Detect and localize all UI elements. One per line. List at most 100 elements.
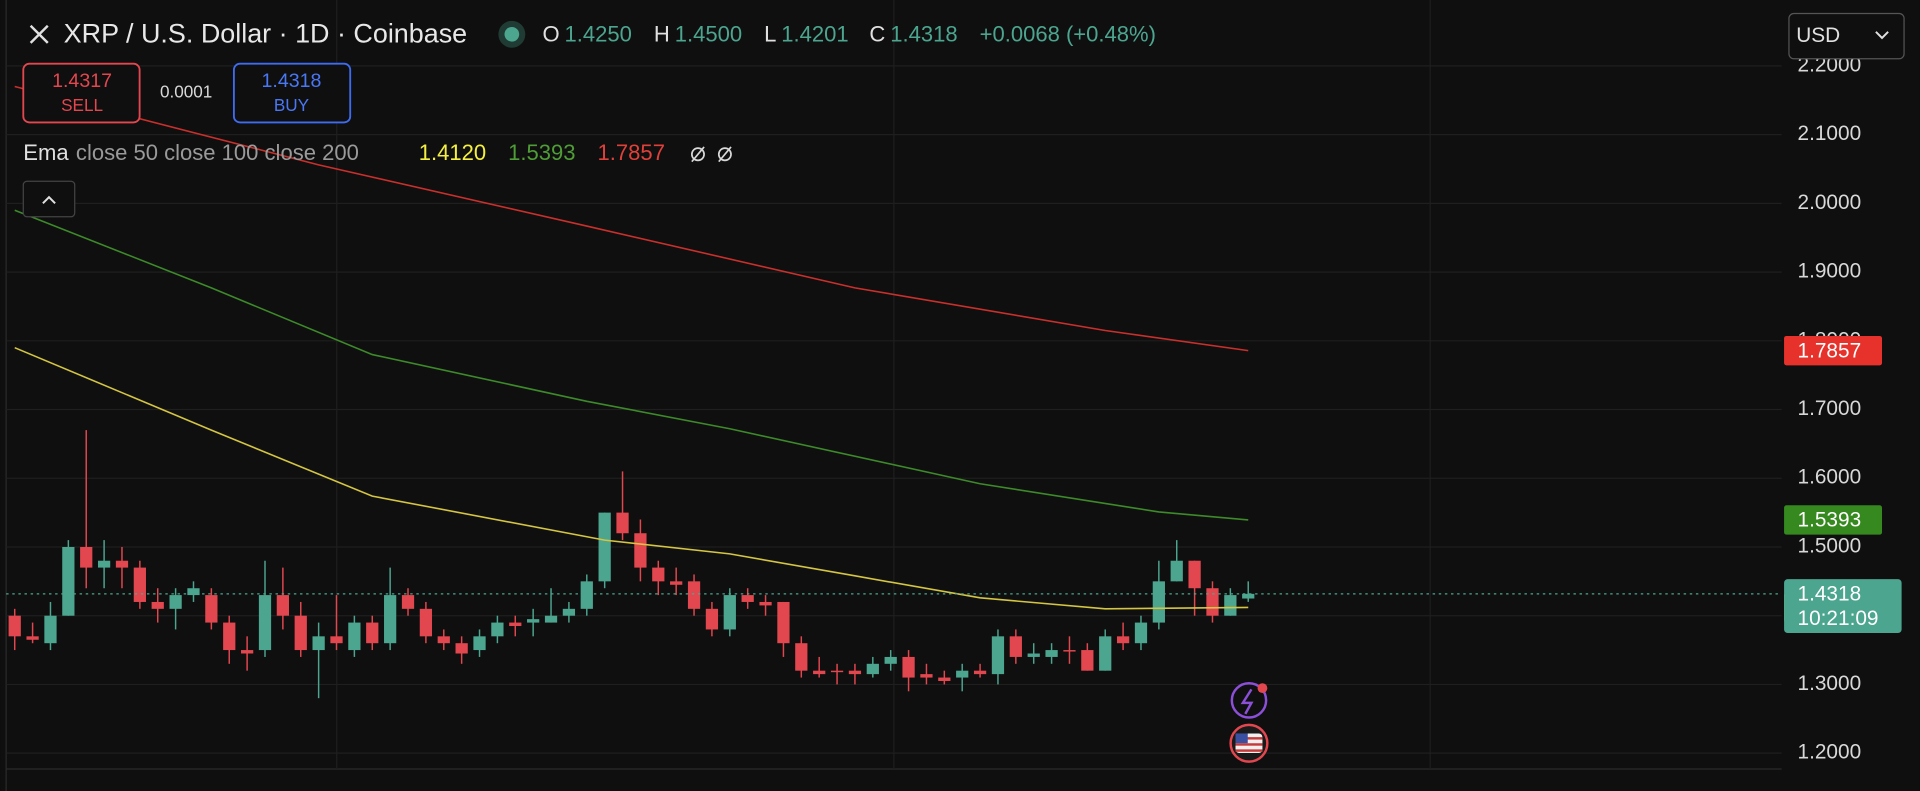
candle-body xyxy=(902,656,915,678)
candle-body xyxy=(652,567,665,582)
candle-body xyxy=(1116,636,1130,644)
candle-body xyxy=(401,595,415,609)
candle-body xyxy=(491,622,504,637)
candle-body xyxy=(26,636,39,640)
indicator-name: Ema xyxy=(23,140,69,165)
candle-body xyxy=(795,643,808,671)
assistant-ring xyxy=(1230,682,1268,719)
candle-body xyxy=(973,670,987,675)
currency-box xyxy=(1788,12,1905,60)
legend-value: 1.4120 xyxy=(419,140,486,165)
flag-stripe xyxy=(1235,749,1263,752)
assistant-icon[interactable] xyxy=(1230,682,1268,719)
candle-body xyxy=(866,663,879,675)
candle-body xyxy=(813,670,826,675)
ohlc-value: 1.4250 xyxy=(564,21,631,46)
candle-body xyxy=(509,622,522,627)
y-tick-label: 2.1000 xyxy=(1798,122,1862,145)
candle-body xyxy=(80,546,93,568)
candle-body xyxy=(151,601,164,609)
collapse-button[interactable] xyxy=(22,180,76,218)
ohlc-key: L xyxy=(764,21,776,46)
candle-body xyxy=(777,601,790,644)
y-tick-label: 1.6000 xyxy=(1798,466,1862,489)
currency-select[interactable]: USD xyxy=(1788,12,1905,60)
candle-body xyxy=(330,636,343,644)
candle-body xyxy=(1188,560,1201,589)
candle-body xyxy=(455,643,468,654)
candle-body xyxy=(991,636,1005,675)
spread: 0.0001 xyxy=(160,82,212,102)
na-slash xyxy=(718,146,732,163)
candle-body xyxy=(1063,650,1076,652)
flag-canton xyxy=(1235,733,1248,744)
legend-value: 1.5393 xyxy=(508,140,575,165)
ohlc-key: H xyxy=(654,21,670,46)
ema-price-tag-label: 1.7857 xyxy=(1798,339,1862,362)
candle-body xyxy=(1045,650,1058,657)
plot xyxy=(6,85,1782,699)
candle-body xyxy=(169,595,182,609)
candle-body xyxy=(1170,560,1183,582)
collapse-box xyxy=(22,180,76,218)
sell-box xyxy=(22,62,141,124)
y-tick-label: 1.7000 xyxy=(1798,397,1862,420)
candle-body xyxy=(419,608,433,637)
candle-body xyxy=(1242,593,1255,599)
candle-body xyxy=(848,670,862,675)
candle-body xyxy=(616,512,629,534)
flag-stripe xyxy=(1235,743,1263,746)
price-change: +0.0068 (+0.48%) xyxy=(980,21,1156,46)
y-tick-label: 1.9000 xyxy=(1798,260,1862,283)
y-tick-label: 1.2000 xyxy=(1798,741,1862,764)
close-icon[interactable] xyxy=(29,24,49,44)
candle-body xyxy=(187,588,200,596)
candle-body xyxy=(670,581,683,585)
buy-box xyxy=(232,62,352,124)
candle-body xyxy=(884,656,897,664)
candle-body xyxy=(1206,588,1219,616)
candle-body xyxy=(830,670,844,673)
region-flag[interactable] xyxy=(1229,723,1269,763)
candle-body xyxy=(8,615,21,637)
sell-button[interactable]: 1.4317 SELL xyxy=(22,62,141,124)
candle-body xyxy=(258,595,272,651)
flag-stripe xyxy=(1235,737,1263,740)
candle-body xyxy=(1081,650,1094,671)
candle-body xyxy=(473,636,486,651)
candle-body xyxy=(1134,622,1148,644)
candle-body xyxy=(920,674,933,678)
buy-label: BUY xyxy=(274,95,310,115)
ema-price-tag xyxy=(1784,505,1883,535)
candle-body xyxy=(956,670,969,678)
candle-body xyxy=(348,622,361,651)
candle-body xyxy=(205,595,218,623)
candle-body xyxy=(223,622,236,651)
candle-body xyxy=(294,615,307,651)
candle-body xyxy=(562,608,576,616)
ohlc-key: O xyxy=(542,21,559,46)
ema-line xyxy=(14,85,1249,352)
candle-body xyxy=(687,581,701,609)
assistant-badge xyxy=(1257,683,1268,694)
sell-price: 1.4317 xyxy=(52,70,112,92)
buy-price: 1.4318 xyxy=(262,70,322,92)
candle-body xyxy=(759,601,772,606)
candle-body xyxy=(240,650,254,654)
candle-body xyxy=(1224,595,1237,616)
countdown-label: 10:21:09 xyxy=(1798,607,1879,630)
currency-label: USD xyxy=(1796,24,1840,47)
y-tick-label: 1.3000 xyxy=(1798,672,1862,695)
candle-body xyxy=(1152,581,1165,623)
candle-body xyxy=(527,619,540,623)
buy-button[interactable]: 1.4318 BUY xyxy=(232,62,352,124)
ohlc-value: 1.4318 xyxy=(890,21,957,46)
candle-body xyxy=(62,546,75,616)
ema-price-tag xyxy=(1784,335,1883,366)
na-circle xyxy=(690,147,705,162)
candle-body xyxy=(437,636,450,644)
candle-body xyxy=(44,615,57,644)
